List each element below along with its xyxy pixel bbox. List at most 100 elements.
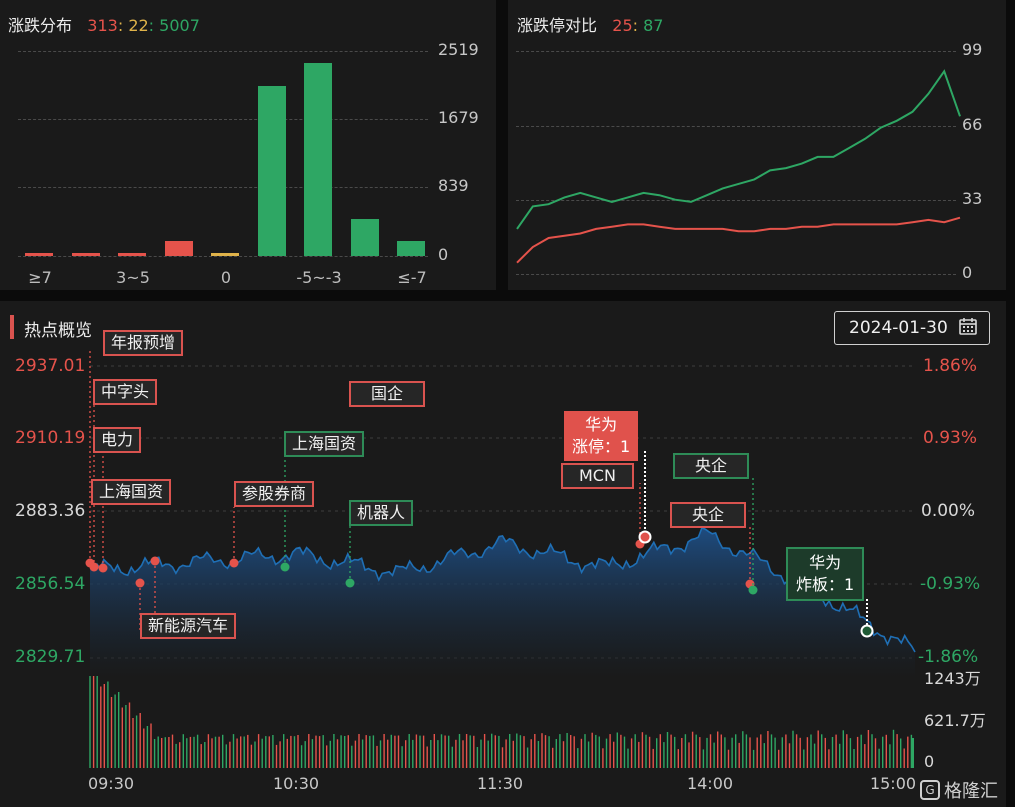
x-category-label: ≤-7 xyxy=(397,268,427,287)
x-category-label: 3~5 xyxy=(116,268,150,287)
time-axis-label: 10:30 xyxy=(272,774,320,793)
hot-tag[interactable]: 央企 xyxy=(670,502,747,528)
callout-line: 华为 xyxy=(585,415,618,434)
event-dot xyxy=(135,578,145,588)
callout-line: 涨停：1 xyxy=(572,437,631,456)
y-tick-label: 66 xyxy=(962,115,983,134)
hot-tag[interactable]: 电力 xyxy=(93,427,142,453)
x-category-label: ≥7 xyxy=(28,268,52,287)
event-dot xyxy=(280,562,290,572)
ratio-title: 涨跌停对比 xyxy=(517,16,598,35)
right-axis-label: 1.86% xyxy=(923,356,978,376)
event-dot xyxy=(89,562,99,572)
distribution-bar xyxy=(118,252,146,256)
price-line xyxy=(89,526,916,653)
y-tick-label: 99 xyxy=(962,40,983,59)
limit-up-callout[interactable]: 华为 涨停：1 xyxy=(564,411,639,461)
right-axis-label: 0.00% xyxy=(921,501,976,521)
callout-line: 华为 xyxy=(809,553,842,572)
distribution-title: 涨跌分布 xyxy=(8,16,73,35)
hot-tag[interactable]: 央企 xyxy=(673,453,750,479)
volume-axis-label: 0 xyxy=(924,752,935,771)
hot-tag[interactable]: 上海国资 xyxy=(91,479,172,505)
event-dot xyxy=(748,585,758,595)
limit-ratio-panel: 涨跌停对比 25: 87 99 66 33 0 xyxy=(508,0,1006,290)
ratio-title-row: 涨跌停对比 25: 87 xyxy=(517,12,663,36)
hot-tag[interactable]: MCN xyxy=(561,463,634,489)
hot-tag[interactable]: 上海国资 xyxy=(284,431,365,457)
limit-up-count: 25 xyxy=(612,16,633,35)
calendar-icon[interactable] xyxy=(958,316,978,341)
grid-line xyxy=(18,256,428,257)
limit-break-dot xyxy=(860,624,874,638)
distribution-title-row: 涨跌分布 313: 22: 5007 xyxy=(8,12,200,36)
hot-tag[interactable]: 国企 xyxy=(349,381,426,407)
time-axis-label: 11:30 xyxy=(476,774,524,793)
grid-line xyxy=(516,274,956,275)
ratio-series-line xyxy=(516,216,961,264)
volume-axis-label: 621.7万 xyxy=(924,711,986,730)
up-count: 313 xyxy=(87,16,118,35)
left-axis-label: 2937.01 xyxy=(15,356,86,376)
watermark-logo-icon: G xyxy=(920,780,940,800)
sep-1: : xyxy=(117,16,124,35)
hot-tag[interactable]: 参股券商 xyxy=(234,481,315,507)
hot-tag[interactable]: 年报预增 xyxy=(103,330,184,356)
hot-tag[interactable]: 中字头 xyxy=(93,379,158,405)
grid-line xyxy=(18,187,428,188)
x-category-label: 0 xyxy=(220,268,232,287)
distribution-bar xyxy=(397,241,425,256)
distribution-bar xyxy=(257,85,286,256)
grid-line xyxy=(18,119,428,120)
left-axis-label: 2883.36 xyxy=(15,501,86,521)
hot-tag[interactable]: 新能源汽车 xyxy=(140,613,237,639)
event-dot xyxy=(345,578,355,588)
time-axis-label: 14:00 xyxy=(686,774,734,793)
grid-line xyxy=(516,200,956,201)
left-axis-label: 2829.71 xyxy=(15,647,86,667)
hot-overview-panel: 热点概览 2024-01-30 2937.01 2910.19 2883.36 … xyxy=(0,301,1006,807)
event-dot xyxy=(98,563,108,573)
volume-axis-label: 1243万 xyxy=(924,669,981,688)
limit-break-callout[interactable]: 华为 炸板：1 xyxy=(786,547,865,601)
callout-line: 炸板：1 xyxy=(796,575,855,594)
distribution-panel: 涨跌分布 313: 22: 5007 2519 1679 839 0 ≥7 3~… xyxy=(0,0,496,290)
hot-title: 热点概览 xyxy=(24,321,92,341)
distribution-bar xyxy=(304,63,332,256)
down-count: 5007 xyxy=(159,16,200,35)
ratio-chart xyxy=(516,69,961,264)
grid-line xyxy=(18,51,428,52)
event-dot xyxy=(229,558,239,568)
y-tick-label: 839 xyxy=(438,176,469,195)
distribution-bar xyxy=(211,253,239,256)
limit-up-dot xyxy=(638,530,652,544)
title-accent xyxy=(10,315,14,339)
y-tick-label: 2519 xyxy=(438,40,479,59)
right-axis-label: -0.93% xyxy=(920,574,981,594)
date-picker[interactable]: 2024-01-30 xyxy=(834,311,990,345)
sep-2: : xyxy=(148,16,155,35)
hot-chart xyxy=(85,351,916,768)
watermark-text: 格隆汇 xyxy=(944,781,998,802)
ratio-series-line xyxy=(516,69,961,230)
right-axis-label: -1.86% xyxy=(918,647,979,667)
price-area xyxy=(90,527,915,678)
y-tick-label: 0 xyxy=(438,245,449,264)
event-dot xyxy=(150,556,160,566)
distribution-bar xyxy=(350,218,379,256)
distribution-bar xyxy=(164,241,193,256)
left-axis-label: 2910.19 xyxy=(15,428,86,448)
y-tick-label: 1679 xyxy=(438,108,479,127)
grid-line xyxy=(516,126,956,127)
hot-tag[interactable]: 机器人 xyxy=(349,500,414,526)
limit-down-count: 87 xyxy=(643,16,664,35)
x-category-label: -5~-3 xyxy=(296,268,342,287)
date-value: 2024-01-30 xyxy=(849,318,948,338)
distribution-bar xyxy=(71,253,100,256)
flat-count: 22 xyxy=(128,16,149,35)
distribution-bar xyxy=(25,253,53,256)
left-axis-label: 2856.54 xyxy=(15,574,86,594)
grid-line xyxy=(516,51,956,52)
y-tick-label: 33 xyxy=(962,189,983,208)
y-tick-label: 0 xyxy=(962,263,973,282)
